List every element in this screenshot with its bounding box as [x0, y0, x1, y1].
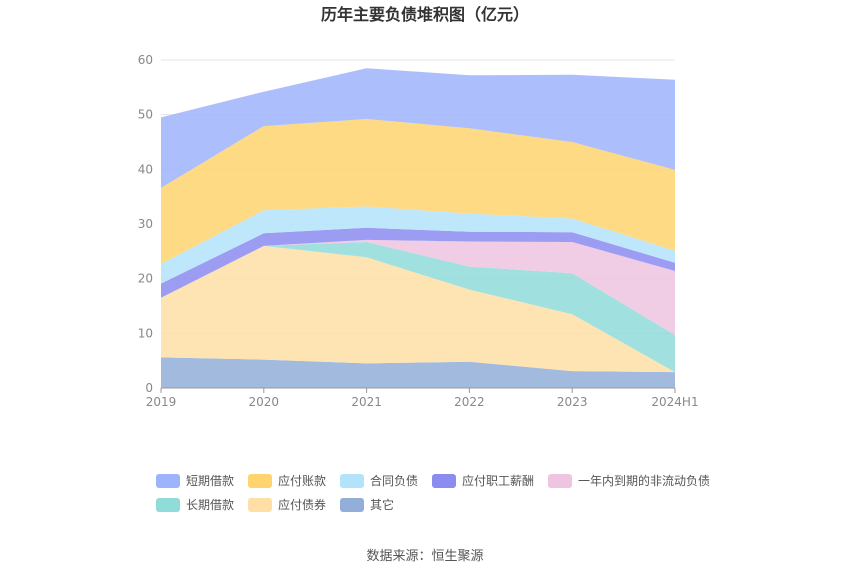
x-tick-label: 2022 [454, 395, 485, 409]
legend-swatch [156, 498, 180, 512]
legend-swatch [248, 498, 272, 512]
area-应付账款 [161, 119, 675, 264]
legend-label: 一年内到期的非流动负债 [578, 473, 710, 488]
x-tick-label: 2024H1 [651, 395, 698, 409]
y-tick-label: 10 [138, 326, 153, 340]
y-tick-label: 20 [138, 272, 153, 286]
x-tick-label: 2021 [351, 395, 382, 409]
x-tick-label: 2020 [249, 395, 280, 409]
area-长期借款 [161, 242, 675, 373]
legend-label: 合同负债 [370, 473, 418, 488]
legend-label: 其它 [370, 497, 394, 512]
y-tick-label: 50 [138, 108, 153, 122]
legend-label: 短期借款 [186, 474, 234, 488]
x-tick-label: 2019 [146, 395, 177, 409]
x-tick-label: 2023 [557, 395, 588, 409]
legend-swatch [340, 498, 364, 512]
area-layers [161, 68, 675, 388]
data-source: 数据来源：恒生聚源 [366, 549, 483, 564]
area-应付债券 [161, 245, 675, 373]
area-短期借款 [161, 68, 675, 188]
y-tick-label: 40 [138, 162, 153, 176]
legend-label: 应付账款 [278, 473, 326, 488]
legend-swatch [248, 474, 272, 488]
area-一年内到期的非流动负债 [161, 239, 675, 335]
legend-swatch [340, 474, 364, 488]
y-tick-label: 0 [145, 381, 153, 395]
legend-swatch [432, 474, 456, 488]
legend-swatch [548, 474, 572, 488]
legend-label: 应付债券 [278, 497, 326, 512]
area-其它 [161, 357, 675, 388]
chart-title: 历年主要负债堆积图（亿元） [321, 5, 529, 24]
legend-label: 应付职工薪酬 [462, 473, 534, 488]
axes: 0 10 20 30 40 50 60 2019 2020 2021 2022 2023 2024H1 [138, 53, 699, 409]
y-tick-label: 30 [138, 217, 153, 231]
area-合同负债 [161, 206, 675, 284]
y-tick-label: 60 [138, 53, 153, 67]
legend-label: 长期借款 [186, 498, 234, 512]
legend-swatch [156, 474, 180, 488]
